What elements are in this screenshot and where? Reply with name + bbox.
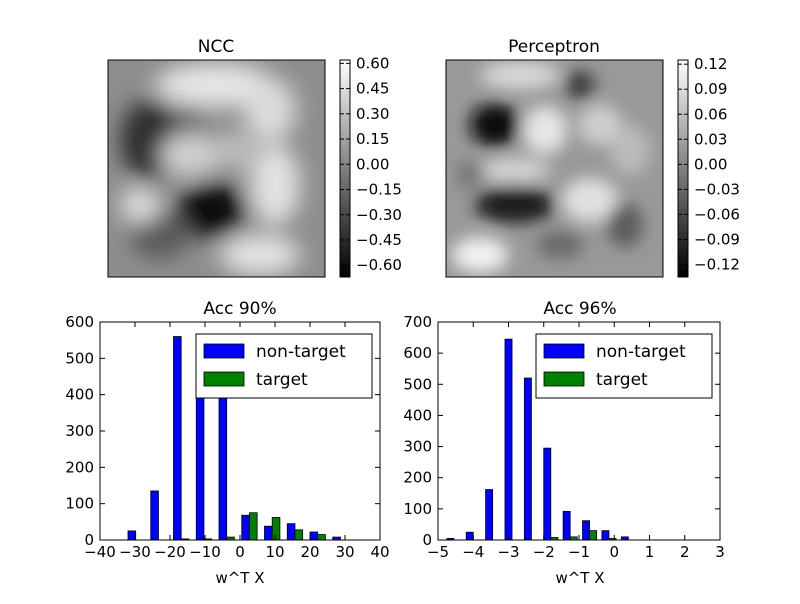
hist1-xtick-label: 30 (335, 543, 354, 561)
hist1-ytick-label: 400 (65, 386, 94, 404)
perceptron-colorbar-tick-label: 0.06 (694, 105, 727, 123)
ncc-colorbar-tick-label: 0.00 (356, 155, 389, 173)
hist2-bar-non-target (465, 531, 474, 541)
perceptron-colorbar-tick-label: −0.03 (694, 180, 740, 198)
hist1-xtick-label: −40 (84, 543, 116, 561)
hist2-bar-non-target (523, 377, 532, 541)
hist1-plot: −40 −30 −20 −10 0 10 20 30 400100200300400500600… (65, 313, 389, 561)
hist1-xtick-label: −10 (189, 543, 221, 561)
hist2-ytick-label: 200 (403, 469, 432, 487)
perceptron-colorbar-tick-label: 0.03 (694, 130, 727, 148)
perceptron-heatmap (446, 60, 663, 277)
hist2-legend-swatch-target (543, 371, 585, 387)
hist1-bar-non-target (264, 525, 273, 541)
hist1-ytick-label: 100 (65, 495, 94, 513)
hist2-ytick-label: 500 (403, 375, 432, 393)
hist2-bar-non-target (543, 447, 552, 541)
ncc-colorbar: 0.60 0.45 0.30 0.15 0.00 −0.15 −0.30 −0.45 −0.60 (339, 54, 402, 278)
hist1-bar-non-target (286, 523, 296, 541)
perceptron-colorbar: 0.12 0.09 0.06 0.03 0.00 −0.03 −0.06 −0.09 −0.12 (677, 55, 740, 278)
ncc-colorbar-tick-label: −0.45 (356, 231, 402, 249)
hist1-ytick-label: 200 (65, 458, 94, 476)
hist2-bar-non-target (582, 520, 590, 541)
ncc-colorbar-tick-label: 0.45 (356, 80, 389, 98)
hist1-xtick-label: −30 (119, 543, 151, 561)
hist2-ytick-label: 0 (422, 531, 432, 549)
hist1-xtick-label: 10 (265, 543, 284, 561)
hist2-xtick-label: 3 (715, 543, 725, 561)
hist2-ytick-label: 300 (403, 438, 432, 456)
hist2-legend-label-target: target (596, 370, 648, 390)
hist1-title: Acc 90% (203, 299, 276, 319)
ncc-colorbar-tick-label: −0.60 (356, 256, 402, 274)
hist1-bar-target (317, 534, 326, 541)
hist1-xlabel: w^T X (215, 569, 264, 587)
hist2-bar-non-target (562, 510, 571, 541)
perceptron-colorbar-tick-label: −0.12 (694, 255, 740, 273)
hist1-ytick-label: 300 (65, 422, 94, 440)
ncc-title: NCC (198, 37, 234, 57)
hist2-xtick-label: −2 (533, 543, 555, 561)
hist1-xtick-label: −20 (154, 543, 186, 561)
hist1-legend-swatch-non-target (203, 343, 245, 359)
hist1-xtick-label: 20 (300, 543, 319, 561)
ncc-colorbar-tick-label: −0.30 (356, 206, 402, 224)
hist2-bar-target (589, 530, 598, 541)
hist1-ytick-label: 0 (84, 531, 94, 549)
hist2-xtick-label: −1 (568, 543, 590, 561)
hist1-xtick-label: 40 (370, 543, 389, 561)
perceptron-title: Perceptron (508, 37, 600, 57)
hist2-xtick-label: −4 (462, 543, 484, 561)
hist1-bar-non-target (173, 336, 182, 541)
hist1-ytick-label: 500 (65, 349, 94, 367)
hist2-plot: −5 −4 −3 −2 −1 0 1 2 3 0 100 200 300 400 500 600 700 non-… (403, 313, 724, 561)
perceptron-colorbar-tick-label: 0.09 (694, 80, 727, 98)
hist1-legend (195, 333, 373, 399)
hist1-bar-non-target (241, 514, 250, 541)
hist2-ytick-label: 100 (403, 500, 432, 518)
hist1-legend-swatch-target (203, 371, 245, 387)
hist2-legend-swatch-non-target (543, 343, 585, 359)
ncc-colorbar-tick-label: −0.15 (356, 181, 402, 199)
hist2-title: Acc 96% (543, 299, 616, 319)
hist2-xtick-label: 1 (645, 543, 655, 561)
hist2-ytick-label: 700 (403, 313, 432, 331)
ncc-colorbar-tick-label: 0.30 (356, 105, 389, 123)
perceptron-frame (445, 59, 664, 278)
perceptron-colorbar-tick-label: 0.00 (694, 155, 727, 173)
hist2-ytick-label: 400 (403, 406, 432, 424)
hist2-xtick-label: 2 (680, 543, 690, 561)
ncc-colorbar-tick-label: 0.60 (356, 54, 389, 72)
ncc-frame (107, 59, 326, 278)
perceptron-colorbar-tick-label: −0.09 (694, 230, 740, 248)
ncc-heatmap (108, 60, 325, 277)
hist2-ytick-label: 600 (403, 344, 432, 362)
hist2-xtick-label: 0 (609, 543, 619, 561)
hist1-xtick-label: 0 (235, 543, 245, 561)
hist2-bar-non-target (601, 530, 610, 541)
hist2-xtick-label: −5 (427, 543, 449, 561)
hist1-bar-non-target (309, 531, 319, 541)
hist1-bar-non-target (218, 397, 228, 541)
hist2-xlabel: w^T X (555, 569, 604, 587)
hist1-bar-non-target (150, 490, 159, 541)
hist2-bar-non-target (504, 338, 513, 541)
hist2-bar-non-target (485, 489, 494, 541)
hist1-legend-label-non-target: non-target (256, 342, 346, 362)
hist1-bar-target (271, 517, 281, 541)
hist1-bar-target (249, 512, 258, 541)
ncc-colorbar-tick-label: 0.15 (356, 130, 389, 148)
hist1-ytick-label: 600 (65, 313, 94, 331)
hist1-bar-target (294, 529, 304, 541)
hist2-xtick-label: −3 (497, 543, 519, 561)
hist2-legend-label-non-target: non-target (596, 342, 686, 362)
perceptron-colorbar-tick-label: −0.06 (694, 205, 740, 223)
hist1-legend-label-target: target (256, 370, 308, 390)
perceptron-colorbar-tick-label: 0.12 (694, 55, 727, 73)
